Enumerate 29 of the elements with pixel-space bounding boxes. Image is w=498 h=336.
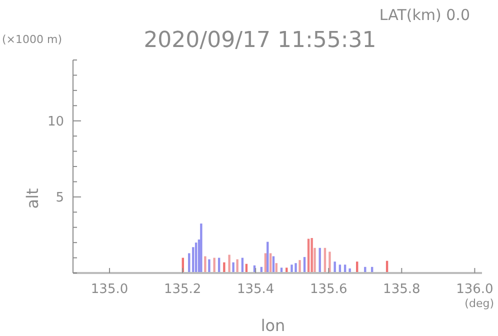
bar [298, 260, 301, 273]
bar [200, 224, 202, 273]
bar [223, 262, 226, 273]
bar [314, 248, 316, 273]
x-tick-label: 135.4 [236, 282, 274, 297]
x-tick-label: 135.6 [310, 282, 348, 297]
bar [213, 258, 216, 273]
bar [208, 259, 210, 273]
bar [204, 256, 206, 273]
text: (deg) [464, 297, 494, 310]
text: LAT(km) 0.0 [379, 6, 470, 24]
x-axis-title: lon [260, 316, 286, 335]
bar [228, 254, 230, 273]
bar [236, 259, 238, 273]
bar [232, 262, 234, 273]
bar [310, 238, 313, 273]
x-tick-label: 135.0 [90, 282, 128, 297]
y-tick-label: 10 [47, 114, 64, 130]
text: (×1000 m) [2, 33, 62, 46]
x-tick-label: 135.2 [164, 282, 202, 297]
x-tick-label: 135.8 [383, 282, 420, 297]
x-tick-label: 136.0 [456, 282, 494, 297]
bar [290, 264, 293, 273]
bar [328, 252, 331, 273]
bar [294, 263, 297, 273]
chart-title: 2020/09/17 11:55:31 [144, 28, 376, 53]
bar [334, 262, 336, 273]
y-axis-title: alt [23, 188, 42, 209]
y-tick-label: 5 [56, 190, 64, 206]
